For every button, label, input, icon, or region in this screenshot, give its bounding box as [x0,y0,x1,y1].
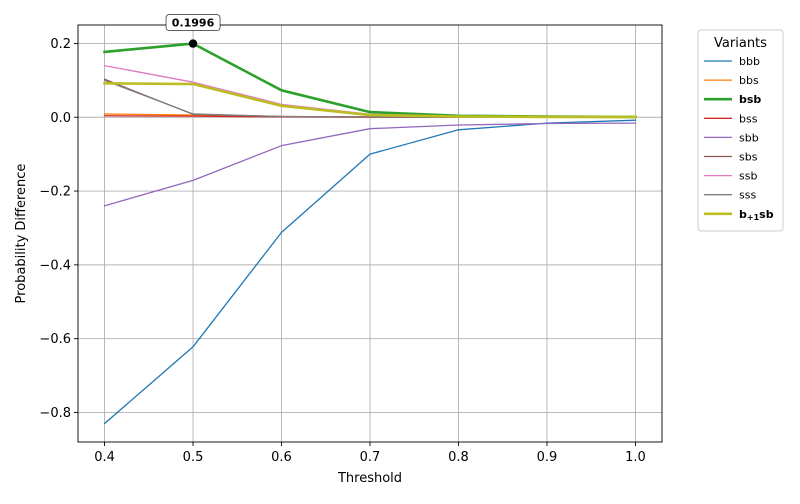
legend-entry-label: bss [739,112,758,125]
series-layer [103,42,637,425]
annotation-layer: 0.1996 [165,14,221,48]
legend-entry-label: bbb [739,55,760,68]
legend-label-base: b [739,208,747,221]
legend-entry-label: sbs [739,151,758,164]
annotation-box [165,14,221,31]
legend-entry-label: sbb [739,131,759,144]
x-tick-label: 0.4 [94,450,115,465]
y-tick-label: −0.4 [39,258,71,273]
y-tick-label: 0.2 [50,37,71,52]
legend-entry-label: bsb [739,93,761,106]
axes: Threshold Probability Difference 0.4 0.5 0… [14,37,646,486]
legend-label-rest: sb [759,208,774,221]
series-line-b1sb [103,81,637,119]
y-axis-label: Probability Difference [14,164,29,304]
x-tick-label: 0.5 [183,450,204,465]
annotation-label: 0.1996 [172,17,215,30]
legend-entry-label: ssb [739,170,757,183]
series-line-sbb [103,122,637,207]
x-tick-label: 0.8 [448,450,469,465]
legend-title: Variants [714,36,767,51]
y-tick-label: −0.6 [39,332,71,347]
x-tick-label: 0.9 [537,450,558,465]
x-axis-label: Threshold [337,471,402,486]
x-tick-label: 1.0 [625,450,646,465]
grid [78,25,662,442]
x-tick-label: 0.6 [271,450,292,465]
legend-entry-label: bbs [739,74,759,87]
legend-entry-label: b+1sb [739,208,774,222]
legend-entry-label: sss [739,189,756,202]
y-tick-label: 0.0 [50,111,71,126]
legend-label-subscript: +1 [747,213,760,222]
y-tick-label: −0.8 [39,406,71,421]
y-tick-label: −0.2 [39,185,71,200]
x-tick-label: 0.7 [360,450,381,465]
annotation-marker [188,39,198,48]
